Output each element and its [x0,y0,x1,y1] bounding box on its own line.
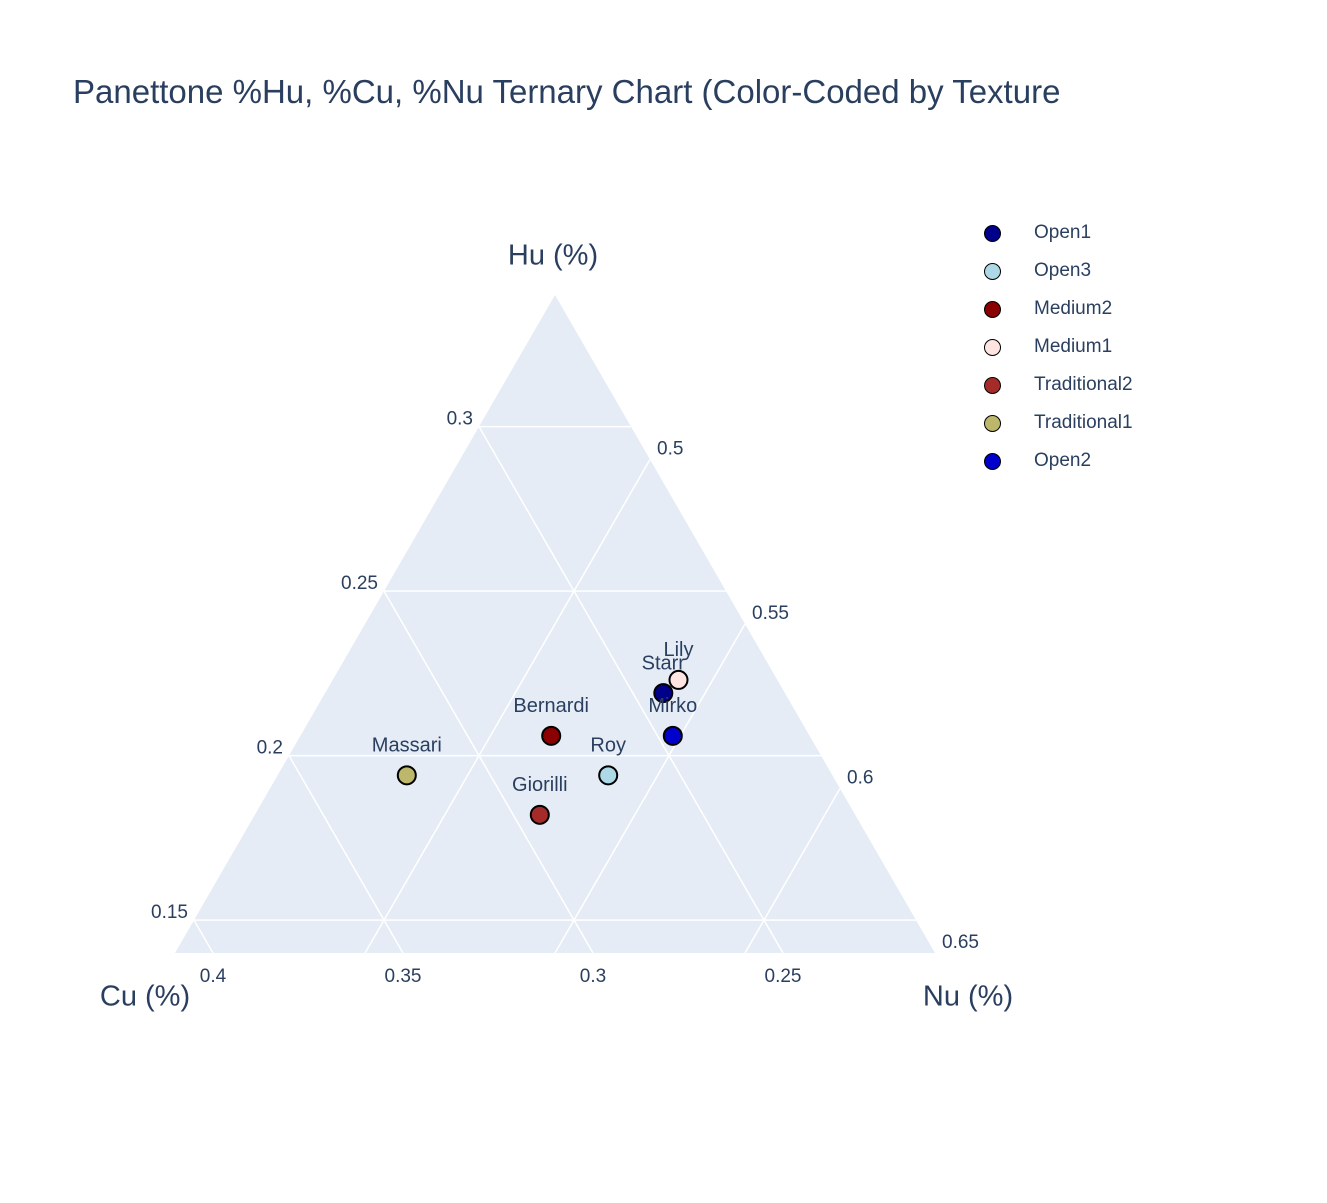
legend: Open1 Open3 Medium2 Medium1 Traditional2… [984,214,1133,480]
legend-item-medium2[interactable]: Medium2 [984,290,1133,328]
legend-marker-icon [984,262,1001,280]
point-marker-massari[interactable] [396,765,417,786]
chart-title: Panettone %Hu, %Cu, %Nu Ternary Chart (C… [73,73,1061,110]
point-label-massari: Massari [372,735,442,757]
axis-title-hu: Hu (%) [508,240,598,272]
point-marker-mirko[interactable] [662,725,683,746]
gridline-nu-0.55 [554,623,746,954]
gridline-cu-0.4 [193,919,214,954]
tick-label-hu-0.2: 0.2 [257,738,283,759]
tick-label-cu-0.4: 0.4 [200,966,227,987]
legend-item-medium1[interactable]: Medium1 [984,328,1133,366]
legend-item-label: Traditional1 [1034,412,1133,433]
tick-label-nu-0.5: 0.5 [657,439,683,460]
point-marker-giorilli[interactable] [529,804,550,825]
gridline-cu-0.3 [383,590,594,954]
tick-label-hu-0.3: 0.3 [447,409,473,430]
point-label-mirko: Mirko [648,695,697,717]
tick-label-hu-0.15: 0.15 [151,902,188,923]
legend-item-label: Open3 [1034,260,1092,281]
legend-marker-icon [984,376,1001,394]
tick-label-nu-0.6: 0.6 [847,768,873,789]
tick-label-cu-0.35: 0.35 [385,966,422,987]
legend-marker-icon [984,452,1001,470]
point-label-giorilli: Giorilli [512,774,568,796]
legend-marker-icon [984,338,1001,356]
tick-label-hu-0.25: 0.25 [341,573,378,594]
point-label-lily: Lily [663,639,693,661]
point-marker-bernardi[interactable] [541,725,562,746]
legend-item-traditional1[interactable]: Traditional1 [984,404,1133,442]
point-marker-starr[interactable] [653,683,674,704]
tick-label-cu-0.25: 0.25 [765,966,802,987]
point-marker-roy[interactable] [598,765,619,786]
point-label-bernardi: Bernardi [513,695,589,717]
point-marker-lily[interactable] [668,669,689,690]
legend-item-open2[interactable]: Open2 [984,442,1133,480]
gridline-nu-0.5 [364,459,651,954]
legend-item-label: Open2 [1034,450,1092,471]
legend-item-label: Medium2 [1034,298,1113,319]
gridline-nu-0.6 [744,788,841,954]
legend-item-label: Open1 [1034,222,1092,243]
tick-label-nu-0.55: 0.55 [752,603,789,624]
gridline-cu-0.25 [478,426,784,954]
legend-item-open1[interactable]: Open1 [984,214,1133,252]
tick-label-cu-0.3: 0.3 [580,966,606,987]
legend-item-open3[interactable]: Open3 [984,252,1133,290]
legend-marker-icon [984,300,1001,318]
legend-marker-icon [984,224,1001,242]
legend-marker-icon [984,414,1001,432]
legend-item-label: Traditional2 [1034,374,1133,395]
axis-title-nu: Nu (%) [923,981,1013,1013]
point-label-roy: Roy [590,735,626,757]
legend-item-traditional2[interactable]: Traditional2 [984,366,1133,404]
axis-title-cu: Cu (%) [100,981,190,1013]
tick-label-nu-0.65: 0.65 [942,932,979,953]
legend-item-label: Medium1 [1034,336,1113,357]
point-label-starr: Starr [642,652,686,674]
